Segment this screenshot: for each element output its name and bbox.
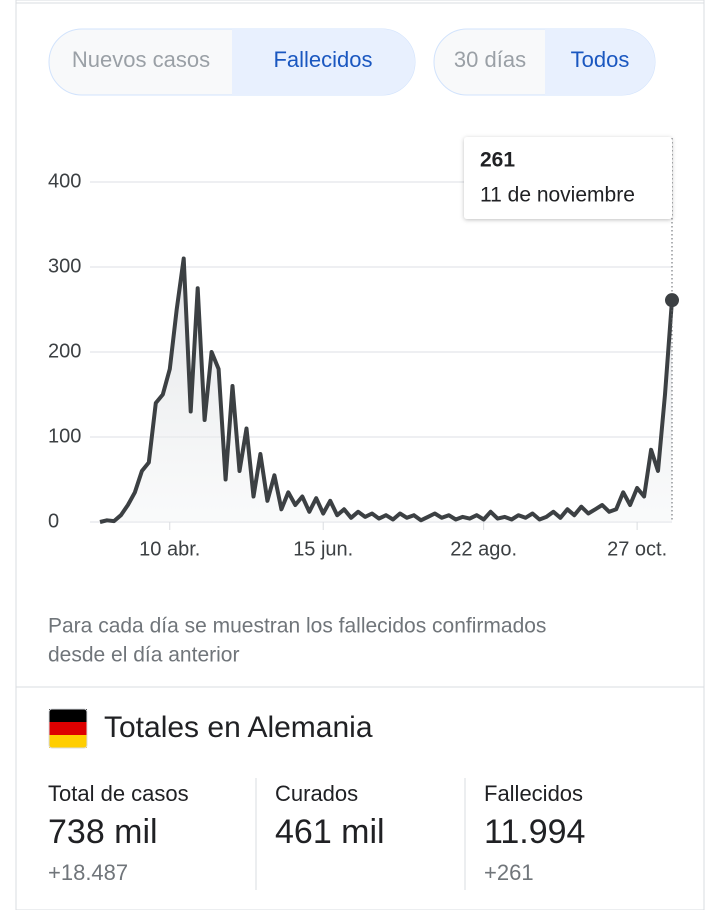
caption: desde el día anterior: [48, 644, 239, 667]
tooltip-value: 261: [480, 149, 515, 172]
y-tick-label: 400: [48, 170, 81, 192]
tab[interactable]: 30 días: [454, 47, 526, 72]
y-tick-label: 200: [48, 340, 81, 362]
chart: 0 100 200 300 400 10 abr. 15 jun. 22 ago. 27 oct…: [48, 137, 679, 560]
line: [99, 256, 674, 524]
y-tick-label: 100: [48, 425, 81, 447]
range-tabs: 30 días Todos: [433, 28, 656, 96]
point: [665, 293, 679, 308]
tab-selected[interactable]: Fallecidos: [273, 47, 372, 72]
caption: Para cada día se muestran los fallecidos…: [48, 615, 546, 638]
stat-change: +18.487: [48, 860, 128, 885]
x-tick-label: 10 abr.: [139, 538, 200, 560]
stat-value: 461 mil: [275, 813, 385, 851]
stat-label: Fallecidos: [484, 781, 583, 806]
card: [15, 0, 705, 910]
stat-change: +261: [484, 860, 534, 885]
stat-label: Total de casos: [48, 781, 189, 806]
x-tick-label: 22 ago.: [450, 538, 517, 560]
stat-value: 738 mil: [48, 813, 158, 851]
tab[interactable]: Nuevos casos: [72, 47, 210, 72]
tab-selected-bg: [545, 29, 655, 95]
tab-selected[interactable]: Todos: [571, 47, 630, 72]
stat-value: 11.994: [484, 813, 585, 851]
metric-tabs: Nuevos casos Fallecidos: [48, 28, 416, 96]
tooltip-date: 11 de noviembre: [480, 184, 635, 207]
y-tick-label: 0: [48, 510, 59, 532]
stat-label: Curados: [275, 781, 358, 806]
x-tick-label: 27 oct.: [607, 538, 667, 560]
y-tick-label: 300: [48, 255, 81, 277]
flag: [48, 708, 88, 749]
tooltip: [464, 137, 672, 219]
totals-title: Totales en Alemania: [104, 711, 373, 744]
x-tick-label: 15 jun.: [293, 538, 353, 560]
tab-selected-bg: [232, 29, 415, 95]
